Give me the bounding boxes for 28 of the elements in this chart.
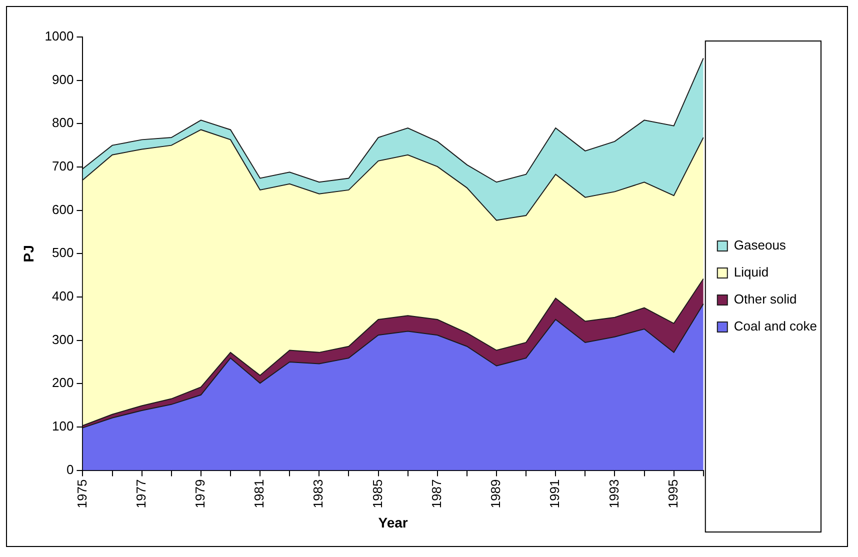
y-tick-label: 300 <box>52 332 74 347</box>
y-tick-label: 600 <box>52 202 74 217</box>
x-axis-title: Year <box>378 514 408 530</box>
x-tick-label: 1987 <box>428 479 444 508</box>
x-tick-label: 1979 <box>192 479 208 508</box>
y-tick-label: 100 <box>52 418 74 434</box>
x-tick-label: 1989 <box>488 479 504 508</box>
y-tick-label: 0 <box>66 462 74 477</box>
x-tick-label: 1985 <box>370 479 385 508</box>
y-tick-label: 800 <box>52 115 74 130</box>
legend-label: Other solid <box>734 292 797 307</box>
x-tick-label: 1975 <box>74 479 90 508</box>
x-tick-label: 1977 <box>133 479 148 508</box>
x-tick-label: 1983 <box>310 479 326 508</box>
y-tick-label: 1000 <box>44 28 74 44</box>
y-tick-label: 400 <box>52 288 74 304</box>
legend-label: Coal and coke <box>734 318 818 334</box>
x-tick-label: 1995 <box>665 479 680 508</box>
legend-label: Gaseous <box>734 238 786 253</box>
x-tick-label: 1993 <box>606 479 622 508</box>
legend-label: Liquid <box>734 264 769 280</box>
y-tick-label: 700 <box>52 158 74 174</box>
y-axis-title: PJ <box>20 245 36 262</box>
y-tick-label: 200 <box>52 375 74 390</box>
x-tick-label: 1981 <box>252 479 267 508</box>
y-tick-label: 900 <box>52 72 74 87</box>
y-tick-label: 500 <box>52 245 74 260</box>
x-tick-label: 1991 <box>547 479 562 508</box>
